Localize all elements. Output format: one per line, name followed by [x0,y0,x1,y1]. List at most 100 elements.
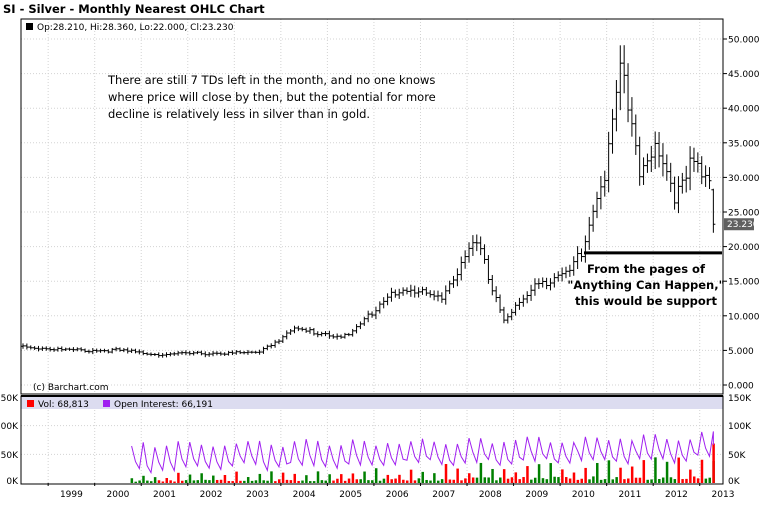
price-y-tick-label: 25.000 [728,209,760,219]
volume-bar-last [712,443,715,483]
volume-bar [572,472,576,483]
price-pane-frame [20,18,724,395]
volume-bar [390,479,393,483]
x-axis-tick-label: 2004 [293,490,316,500]
volume-bar [382,478,386,483]
volume-y-axis-left: 0K 50K 100K 150K [0,394,19,487]
volume-bar [402,479,405,483]
volume-bar [619,467,622,483]
volume-bar [285,479,289,483]
volume-bar [665,461,669,483]
volume-bar [557,477,560,483]
volume-bar [685,478,688,483]
volume-bar [243,480,246,483]
volume-bar [623,479,626,483]
volume-bar [533,477,537,483]
volume-bar [320,480,324,483]
volume-bar [642,460,646,483]
volume-bar [452,479,456,483]
x-axis-tick-label: 2013 [712,490,735,500]
volume-bar [208,480,211,483]
volume-bar [522,477,525,483]
volume-bar [277,479,281,483]
volume-bar [444,464,448,483]
price-y-tick-label: 50.000 [728,36,760,46]
volume-bar [638,477,642,483]
volume-bar [239,480,242,483]
volume-bar [157,480,161,483]
ohlc-legend-swatch [26,23,33,30]
price-y-tick-label: 40.000 [728,105,760,115]
volume-bar [471,477,475,483]
volume-bar [658,478,661,483]
x-axis-tick-label: 1999 [60,490,83,500]
volume-bar [181,480,184,483]
volume-bar [301,480,304,483]
last-price-tag: 23.230 [724,218,759,231]
volume-bar [336,478,339,483]
volume-bar [464,478,467,483]
annotation-top-line-3: decline is relatively less in silver tha… [108,107,370,121]
volume-bar [246,477,250,483]
volume-bar [223,475,227,483]
x-axis-tick-label: 2012 [665,490,688,500]
volume-bar [153,477,157,483]
volume-bar [692,476,696,483]
volume-bar [696,478,700,483]
volume-bar [596,462,599,483]
x-axis-tick-label: 2006 [386,490,409,500]
annotation-top-line-2: where price will close by then, but the … [108,90,436,104]
volume-bar [599,479,603,483]
volume-y-tick-label-right: 0K [728,477,741,487]
volume-bar [448,479,452,483]
volume-bar [351,473,355,483]
volume-y-tick-label-right: 100K [728,422,752,432]
volume-bar [305,475,308,483]
volume-bar [134,481,137,483]
volume-bar [169,480,172,483]
x-axis: 1999 2000 2001 2002 2003 2004 2005 2006 2007 2008… [47,483,735,500]
x-axis-tick-label: 2003 [246,490,269,500]
volume-bar [704,478,708,483]
volume-bar [495,480,498,483]
volume-bar [537,464,541,483]
volume-bar [568,478,572,483]
volume-bar [281,472,285,483]
volume-bar [340,474,343,483]
volume-bar [254,480,258,483]
volume-bar [161,481,165,483]
volume-bar [673,479,677,483]
chart-title: SI - Silver - Monthly Nearest OHLC Chart [3,2,265,16]
volume-bar [491,468,494,483]
x-axis-tick-label: 2010 [572,490,595,500]
annotation-support-line-2: "Anything Can Happen," [567,278,724,292]
volume-bar [332,480,335,483]
volume-bar [386,474,390,483]
volume-bar [324,480,328,483]
volume-bar [592,476,595,483]
volume-bar [359,479,362,483]
volume-bar [479,462,483,483]
volume-bar [514,472,518,483]
last-price-tag-bg [724,218,754,231]
volume-bar [603,479,607,483]
volume-bar [371,480,374,483]
volume-bar [266,480,269,483]
volume-bar [689,469,692,483]
volume-bar [343,480,347,483]
volume-bar [309,481,312,483]
volume-bar [270,471,273,483]
x-axis-tick-label: 2007 [432,490,455,500]
volume-y-axis-right: 0K 50K 100K 150K [728,394,752,487]
volume-bar [409,469,413,483]
annotation-top-line-1: There are still 7 TDs left in the month,… [107,73,435,87]
volume-bar [487,477,490,483]
volume-bar [541,478,545,483]
volume-bar [700,459,704,483]
volume-bar [235,471,238,483]
volume-bar [580,478,583,483]
volume-bar [646,479,649,483]
volume-bar [425,479,428,483]
volume-bar [227,481,231,483]
volume-bar [549,463,552,483]
